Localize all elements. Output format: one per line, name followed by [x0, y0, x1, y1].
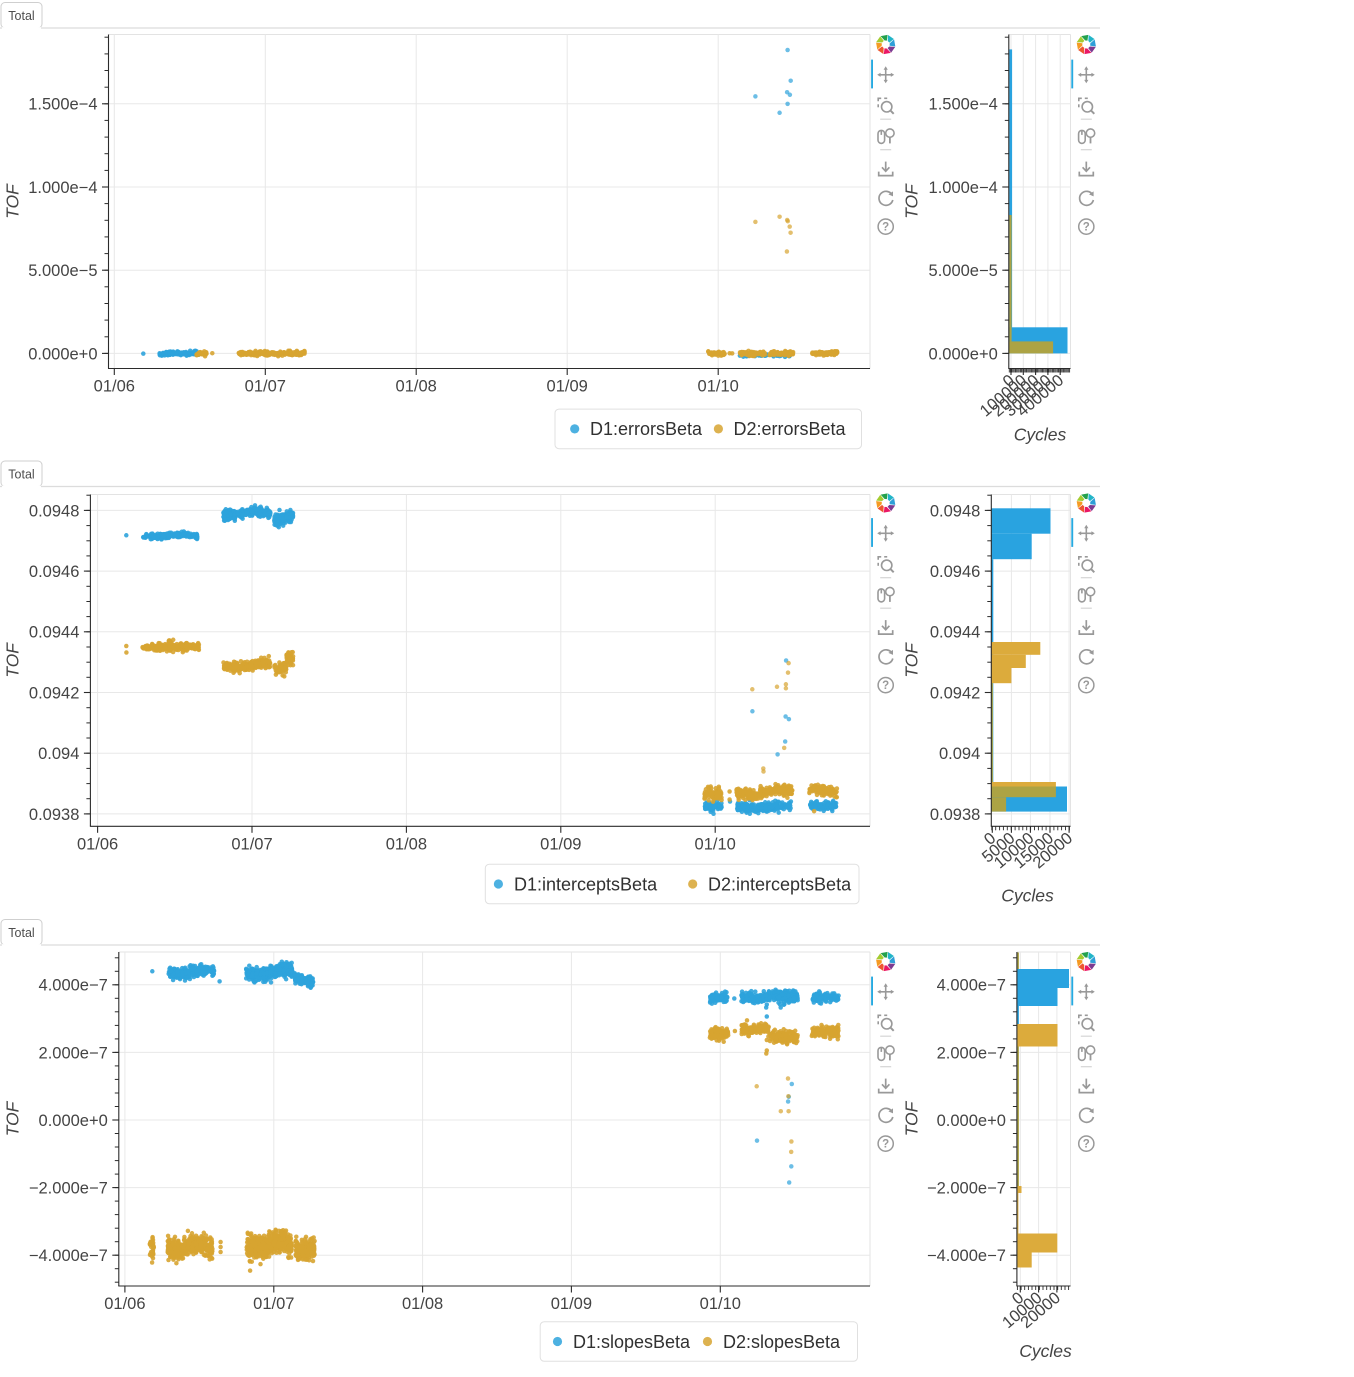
svg-text:01/06: 01/06	[77, 835, 118, 853]
svg-text:D1:errorsBeta: D1:errorsBeta	[590, 419, 703, 439]
svg-text:Total: Total	[8, 467, 34, 481]
svg-text:0.0938: 0.0938	[29, 806, 79, 824]
svg-text:0.000e+0: 0.000e+0	[929, 345, 998, 363]
svg-text:0.0942: 0.0942	[29, 684, 79, 702]
svg-text:1.000e−4: 1.000e−4	[28, 179, 97, 197]
svg-text:D2:errorsBeta: D2:errorsBeta	[734, 419, 847, 439]
svg-text:D2:interceptsBeta: D2:interceptsBeta	[708, 874, 852, 894]
svg-text:0.0944: 0.0944	[930, 624, 980, 642]
svg-text:D1:interceptsBeta: D1:interceptsBeta	[514, 874, 658, 894]
svg-text:TOF: TOF	[3, 183, 23, 219]
svg-text:TOF: TOF	[902, 642, 922, 678]
svg-text:TOF: TOF	[3, 642, 23, 678]
svg-text:01/10: 01/10	[698, 378, 739, 396]
svg-text:0.0938: 0.0938	[930, 806, 980, 824]
svg-text:01/07: 01/07	[245, 378, 286, 396]
svg-text:1.500e−4: 1.500e−4	[929, 96, 998, 114]
svg-text:01/09: 01/09	[540, 835, 581, 853]
svg-text:Cycles: Cycles	[1014, 425, 1067, 445]
svg-text:TOF: TOF	[902, 183, 922, 219]
svg-text:0.0948: 0.0948	[29, 502, 79, 520]
svg-text:Total: Total	[8, 9, 34, 23]
svg-text:1.000e−4: 1.000e−4	[929, 179, 998, 197]
svg-text:01/10: 01/10	[695, 835, 736, 853]
svg-text:0.0948: 0.0948	[930, 502, 980, 520]
svg-text:0.0942: 0.0942	[930, 684, 980, 702]
svg-text:01/06: 01/06	[94, 378, 135, 396]
svg-text:0.094: 0.094	[939, 745, 980, 763]
svg-text:01/07: 01/07	[231, 835, 272, 853]
svg-text:01/08: 01/08	[386, 835, 427, 853]
svg-text:01/08: 01/08	[396, 378, 437, 396]
svg-text:0.0944: 0.0944	[29, 624, 79, 642]
svg-text:01/09: 01/09	[547, 378, 588, 396]
svg-text:5.000e−5: 5.000e−5	[28, 262, 97, 280]
svg-text:0.0946: 0.0946	[930, 563, 980, 581]
svg-text:1.500e−4: 1.500e−4	[28, 96, 97, 114]
svg-text:0.0946: 0.0946	[29, 563, 79, 581]
svg-text:0.094: 0.094	[38, 745, 79, 763]
svg-text:0.000e+0: 0.000e+0	[28, 345, 97, 363]
svg-text:Cycles: Cycles	[1001, 886, 1054, 906]
svg-text:5.000e−5: 5.000e−5	[929, 262, 998, 280]
svg-text:Total: Total	[8, 926, 34, 940]
